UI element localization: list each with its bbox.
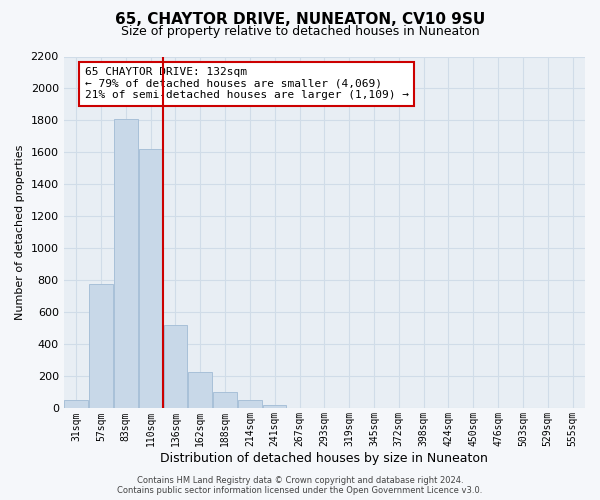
Bar [89, 284, 113, 408]
Text: Size of property relative to detached houses in Nuneaton: Size of property relative to detached ho… [121, 25, 479, 38]
Text: 65, CHAYTOR DRIVE, NUNEATON, CV10 9SU: 65, CHAYTOR DRIVE, NUNEATON, CV10 9SU [115, 12, 485, 28]
Text: Contains HM Land Registry data © Crown copyright and database right 2024.
Contai: Contains HM Land Registry data © Crown c… [118, 476, 482, 495]
Text: 65 CHAYTOR DRIVE: 132sqm
← 79% of detached houses are smaller (4,069)
21% of sem: 65 CHAYTOR DRIVE: 132sqm ← 79% of detach… [85, 67, 409, 100]
Bar [188, 372, 212, 408]
X-axis label: Distribution of detached houses by size in Nuneaton: Distribution of detached houses by size … [160, 452, 488, 465]
Bar [238, 400, 262, 408]
Bar [164, 325, 187, 408]
Bar [114, 119, 137, 408]
Y-axis label: Number of detached properties: Number of detached properties [15, 145, 25, 320]
Bar [64, 400, 88, 408]
Bar [213, 392, 237, 408]
Bar [263, 405, 286, 408]
Bar [139, 150, 163, 408]
